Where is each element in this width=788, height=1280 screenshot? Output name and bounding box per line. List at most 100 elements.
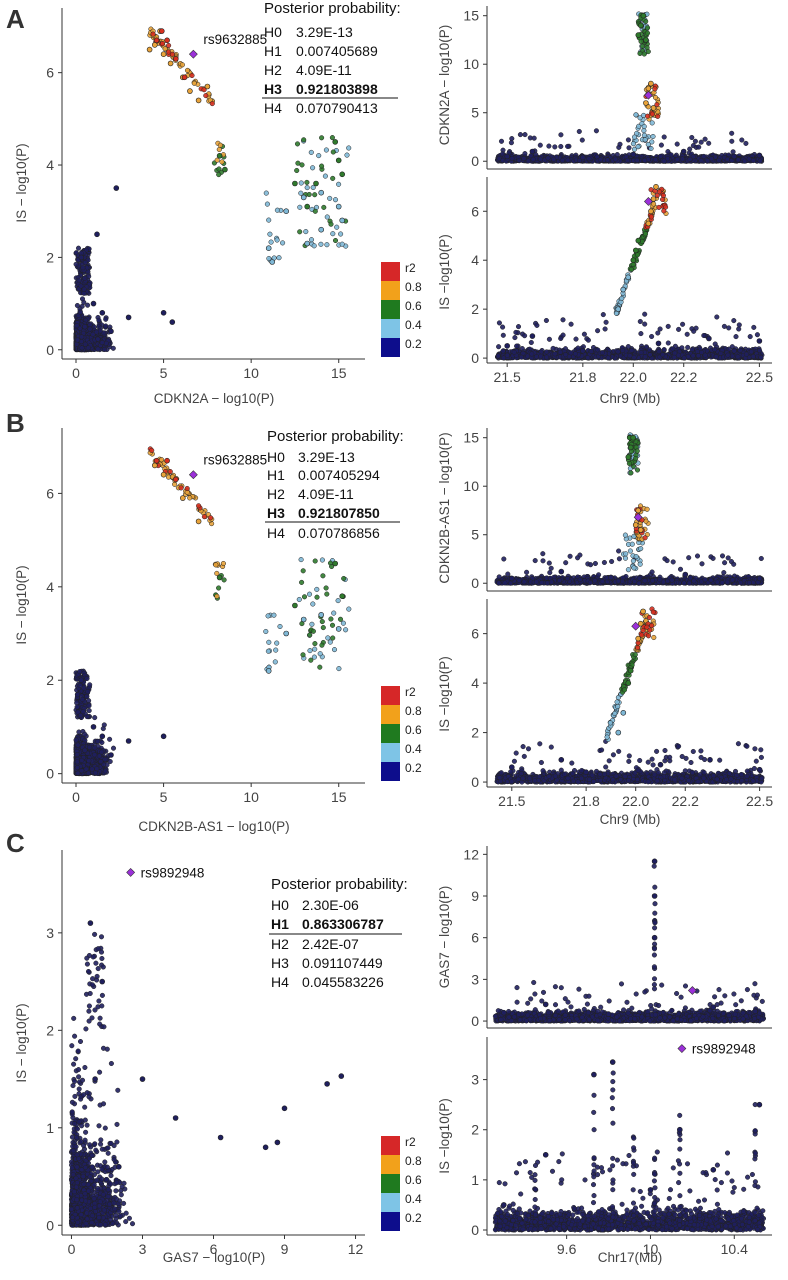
snp-point [102, 346, 108, 353]
snp-point [597, 157, 603, 163]
points-layer [494, 11, 765, 164]
snp-point [676, 326, 682, 332]
snp-point [661, 134, 667, 140]
snp-point [75, 337, 81, 343]
snp-point [674, 156, 680, 163]
data-point [304, 203, 311, 210]
snp-point [750, 353, 756, 360]
snp-point [658, 142, 664, 148]
snp-point [339, 241, 345, 247]
snp-point [656, 348, 662, 355]
snp-point [641, 132, 647, 138]
snp-point [298, 190, 304, 196]
snp-point [585, 337, 591, 343]
snp-point [324, 214, 330, 220]
snp-point [657, 326, 663, 332]
snp-point [637, 318, 643, 325]
snp-point [748, 349, 754, 355]
snp-point [344, 152, 350, 158]
data-point [630, 151, 637, 158]
data-point [269, 259, 276, 265]
snp-point [551, 156, 557, 162]
data-point [579, 154, 586, 161]
snp-point [525, 158, 531, 164]
snp-point [658, 153, 664, 159]
snp-point [620, 347, 626, 354]
snp-point [330, 231, 336, 237]
snp-point [521, 155, 527, 162]
snp-point [615, 349, 621, 355]
snp-point [660, 352, 666, 358]
snp-point [74, 323, 80, 329]
data-point [318, 226, 325, 233]
data-point [159, 28, 165, 34]
data-point [160, 309, 167, 316]
snp-point [203, 93, 209, 99]
snp-point [599, 350, 605, 356]
snp-point [736, 326, 742, 332]
snp-point [581, 331, 587, 337]
snp-point [303, 229, 309, 235]
data-point [318, 189, 325, 196]
x-axis-label: Chr9 (Mb) [600, 391, 661, 406]
snp-point [276, 255, 282, 261]
snp-point [75, 245, 82, 251]
snp-point [698, 158, 704, 164]
snp-point [593, 128, 599, 134]
snp-point [332, 237, 339, 244]
y-tick-label: 10 [463, 56, 479, 72]
data-point [504, 153, 511, 160]
snp-point [82, 341, 88, 347]
snp-point [514, 343, 520, 349]
snp-point [323, 147, 329, 153]
snp-point [312, 192, 318, 198]
y-tick-label: 2 [46, 249, 54, 265]
snp-point [531, 135, 537, 141]
snp-point [627, 353, 633, 359]
snp-point [565, 143, 571, 149]
snp-point [310, 184, 316, 191]
snp-point [714, 314, 720, 320]
snp-point [649, 139, 655, 145]
snp-point [304, 179, 310, 185]
snp-point [654, 102, 660, 108]
data-point [339, 171, 346, 178]
points-layer [73, 446, 352, 777]
snp-point [684, 331, 690, 337]
data-point [645, 85, 652, 92]
data-point [635, 237, 642, 244]
snp-point [654, 192, 660, 198]
data-point [222, 166, 228, 173]
snp-point [498, 138, 505, 144]
data-point [152, 42, 158, 48]
snp-point [729, 138, 735, 144]
snp-point [322, 173, 328, 179]
snp-point [87, 326, 93, 332]
points-layer [73, 26, 352, 353]
x-tick-label: 22.0 [620, 369, 647, 385]
snp-point [522, 333, 528, 339]
snp-point [576, 128, 582, 135]
snp-point [671, 354, 677, 360]
snp-point [696, 144, 702, 150]
snp-point [169, 51, 175, 57]
snp-point [274, 237, 280, 243]
snp-point [74, 302, 80, 309]
snp-point [99, 340, 105, 346]
data-point [146, 46, 153, 53]
snp-point [645, 141, 651, 148]
snp-point [308, 149, 314, 155]
snp-point [509, 136, 515, 142]
snp-point [328, 221, 334, 227]
snp-point [735, 157, 741, 163]
snp-point [656, 204, 662, 210]
x-axis-label: CDKN2B-AS1 − log10(P) [138, 819, 289, 834]
snp-point [640, 43, 646, 49]
data-point [579, 347, 586, 354]
snp-point [743, 140, 749, 146]
snp-point [642, 321, 648, 327]
snp-point [633, 112, 639, 118]
snp-point [321, 204, 327, 210]
x-tick-label: 10 [243, 365, 259, 381]
